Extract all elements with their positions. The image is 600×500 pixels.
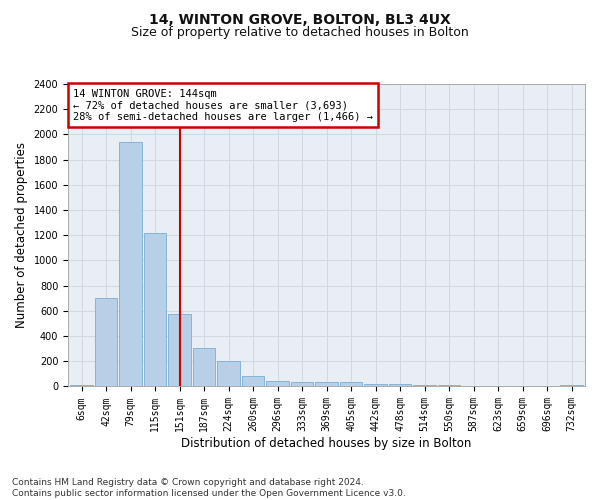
Bar xyxy=(389,384,411,386)
Bar xyxy=(144,232,166,386)
Text: Contains HM Land Registry data © Crown copyright and database right 2024.
Contai: Contains HM Land Registry data © Crown c… xyxy=(12,478,406,498)
Bar xyxy=(413,385,436,386)
Bar xyxy=(193,348,215,387)
Bar xyxy=(291,382,313,386)
Bar xyxy=(95,298,117,386)
Y-axis label: Number of detached properties: Number of detached properties xyxy=(15,142,28,328)
Bar xyxy=(340,382,362,386)
Bar xyxy=(560,384,583,386)
Bar xyxy=(168,314,191,386)
Bar xyxy=(242,376,264,386)
Bar xyxy=(315,382,338,386)
X-axis label: Distribution of detached houses by size in Bolton: Distribution of detached houses by size … xyxy=(181,437,472,450)
Text: 14 WINTON GROVE: 144sqm
← 72% of detached houses are smaller (3,693)
28% of semi: 14 WINTON GROVE: 144sqm ← 72% of detache… xyxy=(73,88,373,122)
Bar xyxy=(70,384,93,386)
Bar xyxy=(364,384,387,386)
Text: Size of property relative to detached houses in Bolton: Size of property relative to detached ho… xyxy=(131,26,469,39)
Bar xyxy=(266,381,289,386)
Bar xyxy=(119,142,142,386)
Text: 14, WINTON GROVE, BOLTON, BL3 4UX: 14, WINTON GROVE, BOLTON, BL3 4UX xyxy=(149,12,451,26)
Bar xyxy=(217,362,240,386)
